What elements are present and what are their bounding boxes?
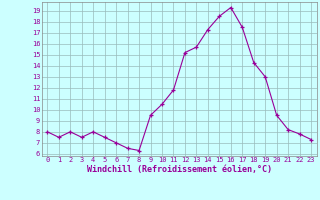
X-axis label: Windchill (Refroidissement éolien,°C): Windchill (Refroidissement éolien,°C): [87, 165, 272, 174]
